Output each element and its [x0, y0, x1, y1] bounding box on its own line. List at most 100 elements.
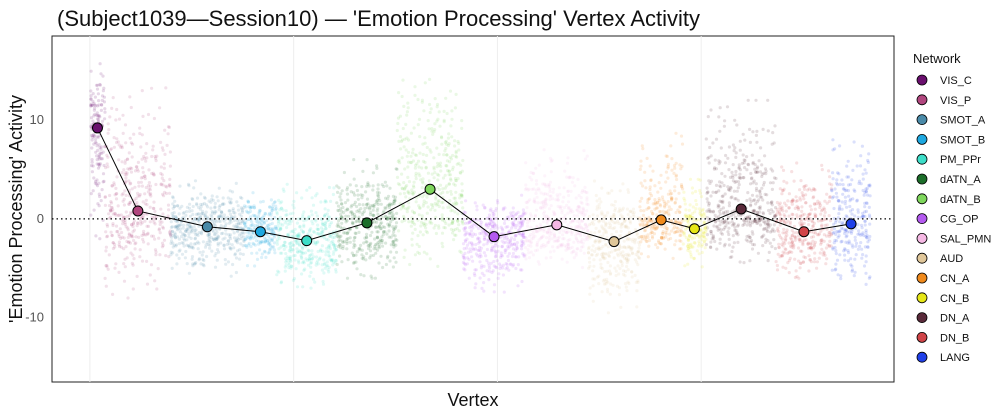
data-point — [628, 219, 632, 223]
legend-swatch — [916, 74, 928, 86]
data-point — [413, 85, 417, 89]
data-point — [464, 226, 468, 230]
data-point — [267, 234, 271, 238]
data-point — [215, 195, 219, 199]
data-point — [745, 168, 749, 172]
data-point — [114, 224, 119, 228]
data-point — [849, 263, 853, 267]
data-point — [828, 219, 833, 223]
data-point — [537, 163, 541, 167]
data-point — [663, 247, 667, 251]
legend-swatch — [916, 153, 928, 165]
data-point — [360, 185, 364, 189]
data-point — [823, 207, 827, 212]
data-point — [507, 230, 511, 234]
data-point — [361, 193, 365, 197]
data-point — [552, 211, 557, 215]
data-point — [129, 181, 133, 185]
data-point — [229, 216, 233, 220]
data-point — [182, 237, 186, 241]
data-point — [94, 141, 98, 145]
data-point — [266, 239, 270, 243]
data-point — [374, 246, 378, 250]
data-point — [371, 171, 375, 175]
data-point — [673, 189, 677, 193]
data-point — [436, 186, 440, 190]
data-point — [387, 212, 391, 216]
data-point — [858, 244, 862, 248]
data-point — [342, 170, 346, 175]
data-point — [711, 235, 715, 239]
data-point — [421, 233, 425, 237]
data-point — [701, 243, 705, 247]
data-point — [521, 214, 525, 218]
data-point — [604, 221, 608, 225]
data-point — [599, 262, 603, 266]
data-point — [673, 201, 677, 205]
data-point — [741, 223, 745, 227]
data-point — [542, 214, 546, 218]
data-point — [152, 206, 156, 211]
data-point — [261, 199, 265, 204]
data-point — [115, 192, 119, 196]
data-point — [632, 214, 636, 218]
data-point — [123, 161, 127, 165]
data-point — [375, 164, 379, 168]
data-point — [543, 192, 548, 196]
data-point — [248, 209, 253, 213]
data-point — [202, 258, 206, 263]
data-point — [141, 175, 145, 179]
data-point — [309, 265, 313, 269]
data-point — [827, 199, 832, 203]
data-point — [861, 214, 866, 218]
data-point — [542, 182, 547, 186]
data-point — [148, 184, 153, 188]
data-point — [723, 174, 727, 178]
data-point — [604, 280, 608, 284]
data-point — [535, 248, 540, 252]
data-point — [153, 248, 158, 252]
data-point — [839, 277, 843, 281]
data-point — [809, 235, 814, 239]
data-point — [852, 188, 856, 192]
data-point — [640, 235, 644, 239]
data-point — [857, 181, 861, 185]
data-point — [643, 170, 647, 174]
data-point — [549, 255, 553, 260]
data-point — [502, 241, 506, 245]
data-point — [226, 239, 230, 243]
data-point — [319, 226, 323, 230]
data-point — [92, 208, 96, 212]
data-point — [781, 168, 786, 172]
data-point — [423, 136, 427, 140]
data-point — [549, 204, 553, 208]
data-point — [433, 122, 437, 126]
data-point — [751, 209, 755, 213]
data-point — [259, 240, 263, 244]
data-point — [476, 237, 480, 241]
data-point — [734, 173, 738, 177]
data-point — [380, 244, 385, 248]
data-point — [460, 182, 464, 186]
data-point — [863, 190, 867, 195]
data-point — [101, 89, 105, 93]
data-point — [120, 193, 124, 197]
data-point — [209, 213, 213, 217]
data-point — [418, 174, 422, 178]
data-point — [614, 273, 618, 278]
data-point — [742, 218, 746, 222]
data-point — [480, 228, 484, 232]
data-point — [573, 184, 577, 188]
data-point — [592, 264, 596, 268]
data-point — [142, 240, 146, 244]
data-point — [366, 182, 370, 187]
data-point — [581, 188, 585, 193]
data-point — [422, 193, 426, 197]
data-point — [547, 227, 551, 231]
data-point — [817, 232, 822, 236]
data-point — [613, 266, 617, 270]
data-point — [407, 180, 412, 184]
data-point — [251, 191, 255, 195]
data-point — [718, 223, 722, 227]
data-point — [628, 238, 632, 242]
